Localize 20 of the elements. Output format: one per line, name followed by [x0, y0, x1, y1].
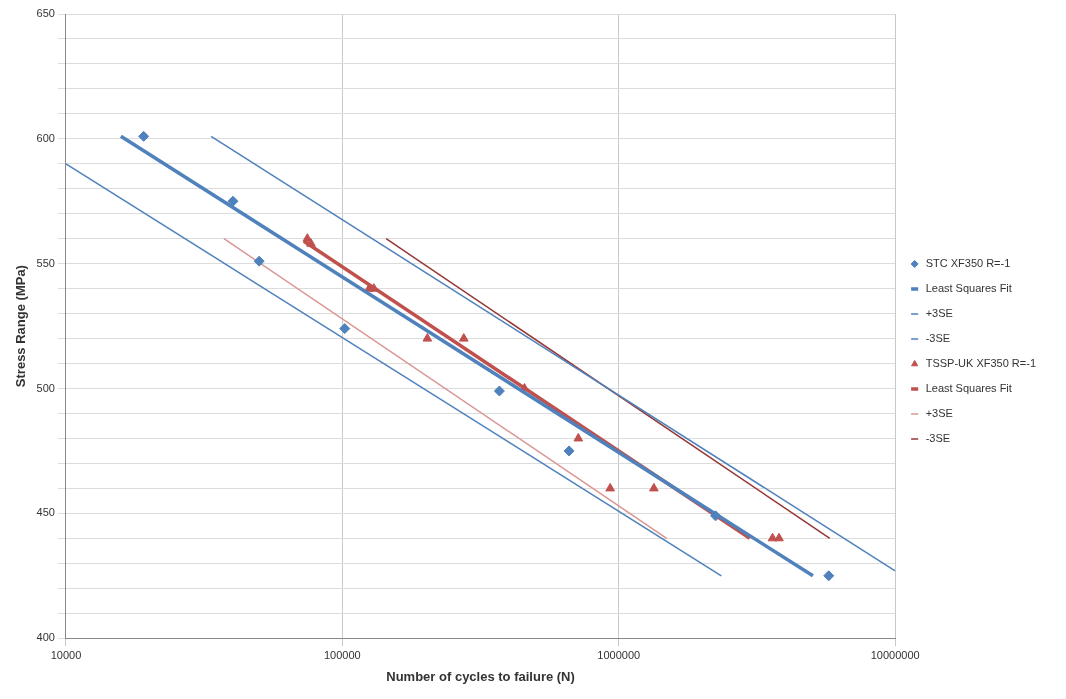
y-tick-label: 450: [36, 506, 55, 519]
legend-label: -3SE: [925, 432, 951, 445]
y-tick-label: 600: [36, 131, 55, 144]
legend-label: Least Squares Fit: [925, 382, 1012, 395]
y-axis-title: Stress Range (MPa): [13, 265, 29, 388]
x-tick-label: 10000000: [870, 648, 920, 661]
x-tick-label: 1000000: [597, 648, 641, 661]
legend-label: +3SE: [925, 407, 953, 420]
y-tick-label: 550: [36, 256, 55, 269]
legend-label: -3SE: [925, 332, 951, 345]
legend-label: TSSP-UK XF350 R=-1: [925, 357, 1036, 370]
x-tick-label: 10000: [50, 648, 82, 661]
x-axis-title: Number of cycles to failure (N): [386, 668, 575, 684]
y-tick-label: 650: [36, 7, 55, 20]
legend-label: Least Squares Fit: [925, 282, 1012, 295]
legend-label: STC XF350 R=-1: [925, 257, 1011, 270]
y-tick-label: 500: [36, 381, 55, 394]
legend-label: +3SE: [925, 307, 953, 320]
y-tick-label: 400: [36, 631, 55, 644]
x-tick-label: 100000: [323, 648, 361, 661]
